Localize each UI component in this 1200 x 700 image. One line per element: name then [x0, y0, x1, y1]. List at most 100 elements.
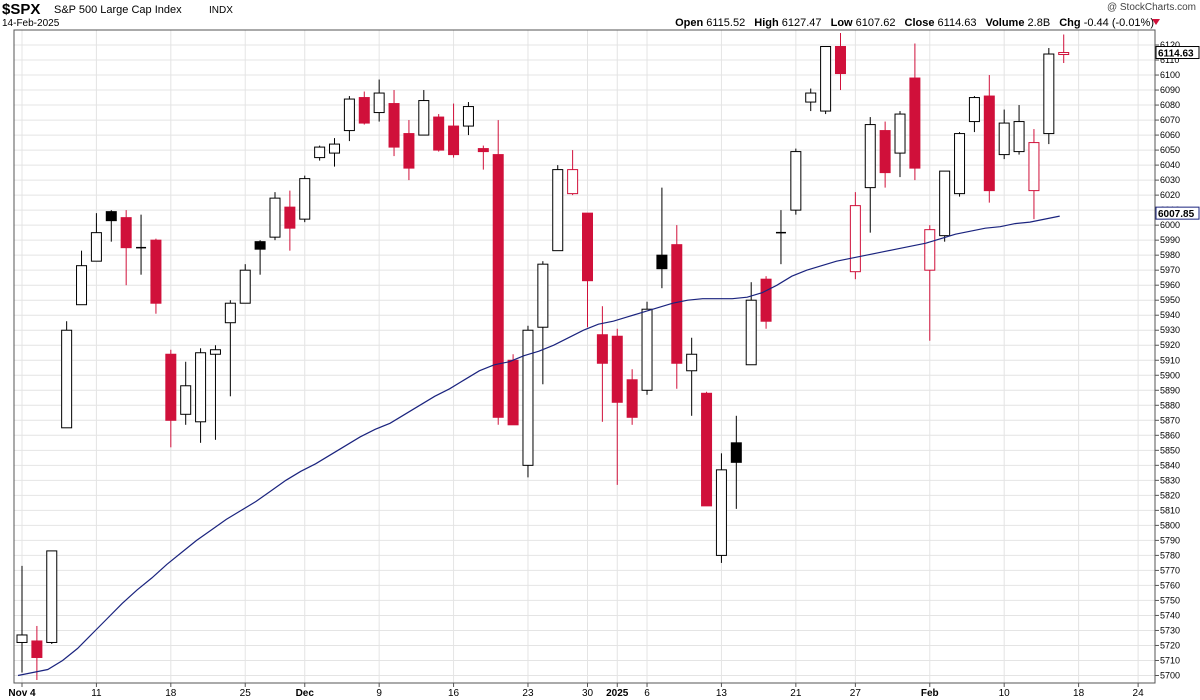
high-label: High — [754, 17, 779, 29]
candle — [641, 301, 653, 395]
candle-body — [1013, 121, 1025, 153]
candle-body — [686, 353, 698, 372]
candle — [730, 415, 742, 509]
candle-body — [790, 151, 802, 211]
moving-average-tag-box — [1155, 206, 1200, 220]
candle — [596, 306, 608, 422]
candle — [284, 190, 296, 251]
candle — [492, 120, 504, 425]
y-tick-label: 5770 — [1160, 565, 1180, 575]
x-tick-label: 18 — [165, 688, 177, 699]
open-label: Open — [675, 17, 704, 29]
candle-body — [76, 265, 88, 306]
candle — [552, 165, 564, 252]
candle-body — [418, 100, 430, 136]
x-tick-label: 27 — [850, 688, 862, 699]
y-tick-label: 5900 — [1160, 370, 1180, 380]
candle — [790, 148, 802, 215]
last-close-tag-text: 6114.63 — [1158, 49, 1194, 60]
high-value: 6127.47 — [781, 17, 822, 29]
x-tick-label: 21 — [790, 688, 802, 699]
candle-body — [314, 146, 326, 159]
close-value: 6114.63 — [937, 17, 977, 29]
y-tick-label: 5730 — [1160, 625, 1180, 635]
candle — [195, 348, 207, 443]
ticker-symbol[interactable]: $SPX — [2, 1, 41, 18]
y-tick-label: 5800 — [1160, 520, 1180, 530]
ohlc-readout: Open 6115.52 High 6127.47 Low 6107.62 Cl… — [675, 17, 1154, 29]
open-value: 6115.52 — [706, 17, 746, 29]
chart-header: $SPX S&P 500 Large Cap Index INDX 14-Feb… — [0, 0, 1200, 32]
candle — [537, 261, 549, 385]
x-tick-label: 6 — [644, 688, 650, 699]
close-label: Close — [904, 17, 935, 29]
candle-body — [968, 97, 980, 123]
candle-body — [567, 169, 579, 195]
candle — [864, 117, 876, 233]
y-tick-label: 5790 — [1160, 535, 1180, 545]
candle — [314, 145, 326, 161]
candle-body — [730, 442, 742, 463]
candle-body — [1028, 142, 1040, 192]
candle — [715, 453, 727, 563]
y-tick-label: 6080 — [1160, 100, 1180, 110]
candle — [522, 325, 534, 478]
candle-body — [1058, 52, 1070, 56]
low-label: Low — [830, 17, 853, 29]
candle-body — [224, 302, 236, 324]
candle — [358, 91, 370, 125]
y-tick-label: 5720 — [1160, 640, 1180, 650]
candle-body — [1043, 53, 1055, 135]
candle-body — [894, 113, 906, 154]
candle-body — [864, 124, 876, 189]
candle — [16, 565, 28, 673]
candle — [507, 354, 519, 426]
candle-body — [90, 232, 102, 262]
candle-body — [492, 154, 504, 418]
candle — [254, 240, 266, 275]
candle-body — [522, 329, 534, 466]
candle-body — [403, 133, 415, 169]
candle-body — [16, 634, 28, 643]
x-tick-label: 2025 — [606, 688, 629, 699]
candle-body — [849, 205, 861, 273]
candle — [656, 187, 668, 289]
y-tick-label: 5700 — [1160, 670, 1180, 680]
x-tick-label: 13 — [716, 688, 728, 699]
candle-body — [611, 335, 623, 403]
price-axis: 5700 5710 5720 5730 5740 5750 5760 5770 5780 5790… — [1155, 40, 1180, 680]
candle-body — [671, 244, 683, 364]
candle — [31, 625, 43, 680]
candle-body — [46, 550, 58, 643]
plot-border — [13, 29, 1156, 684]
candle — [105, 210, 117, 242]
moving-average-tag-text: 6007.85 — [1158, 209, 1195, 220]
candle-body — [552, 169, 564, 252]
change-label: Chg — [1059, 17, 1081, 29]
candle-body — [180, 385, 192, 415]
candle — [165, 349, 177, 448]
last-close-tag-box — [1155, 46, 1200, 60]
y-tick-label: 5850 — [1160, 445, 1180, 455]
candle — [150, 238, 162, 314]
candle — [775, 210, 786, 265]
moving-average-line — [17, 215, 1060, 677]
y-tick-label: 5820 — [1160, 490, 1180, 500]
x-tick-label: 25 — [240, 688, 252, 699]
candle — [343, 96, 355, 142]
candle — [46, 550, 58, 644]
candle-body — [105, 211, 117, 222]
candle — [1058, 34, 1070, 64]
y-tick-label: 5890 — [1160, 385, 1180, 395]
y-tick-label: 6040 — [1160, 160, 1180, 170]
y-tick-label: 5710 — [1160, 655, 1180, 665]
y-tick-label: 5920 — [1160, 340, 1180, 350]
y-tick-label: 5780 — [1160, 550, 1180, 560]
stockcharts-watermark[interactable]: @ StockCharts.com — [1106, 2, 1196, 13]
candle-body — [388, 103, 400, 148]
y-tick-label: 5940 — [1160, 310, 1180, 320]
candle-body — [269, 197, 281, 238]
volume-label: Volume — [985, 17, 1025, 29]
candle-body — [507, 359, 519, 426]
